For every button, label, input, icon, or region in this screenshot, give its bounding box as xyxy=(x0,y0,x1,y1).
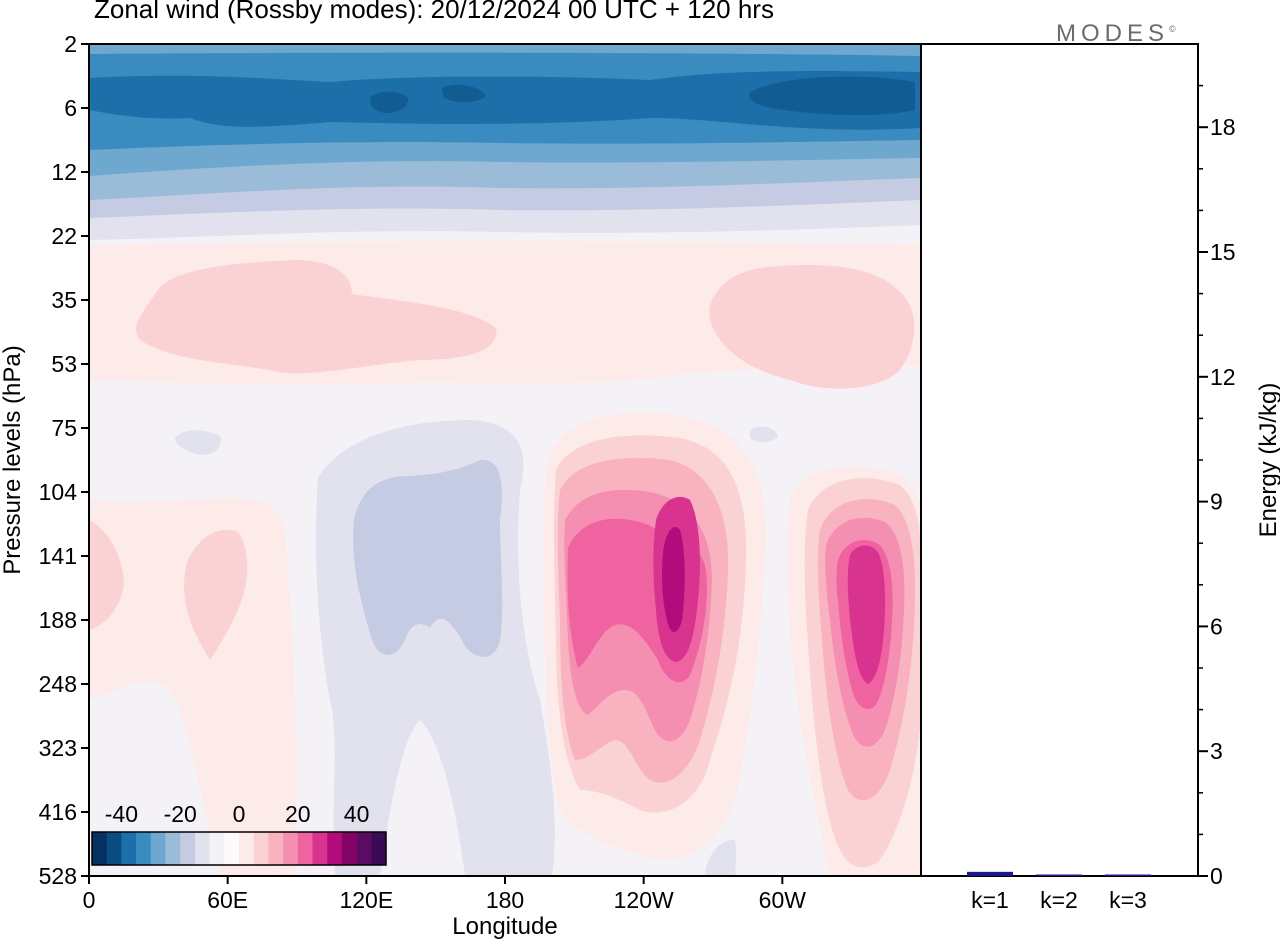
energy-tick-label: 15 xyxy=(1210,239,1236,265)
x-tick-label: 120E xyxy=(339,887,393,913)
colorbar-tick-label: 20 xyxy=(285,801,311,827)
contour-band-plus10-right xyxy=(709,265,915,389)
colorbar-swatch xyxy=(106,832,122,865)
energy-axis-label: Energy (kJ/kg) xyxy=(1255,383,1280,538)
zonal-wind-heatmap xyxy=(88,43,922,877)
colorbar-swatch xyxy=(297,832,313,865)
y-tick-label: 35 xyxy=(51,287,77,313)
x-tick-label: 180 xyxy=(486,887,524,913)
colorbar-swatch xyxy=(327,832,343,865)
colorbar-swatch xyxy=(180,832,196,865)
y-tick-label: 6 xyxy=(64,95,77,121)
energy-bar xyxy=(1105,874,1151,876)
y-tick-label: 141 xyxy=(39,543,77,569)
contour-band-minus10-trop xyxy=(353,459,503,657)
y-tick-label: 248 xyxy=(39,671,77,697)
colorbar-swatch xyxy=(209,832,225,865)
pressure-axis: 2 6 12 22 35 53 75 104 141 188 248 323 416 528 xyxy=(39,31,89,889)
x-axis-label: Longitude xyxy=(452,913,557,940)
energy-tick-label: 18 xyxy=(1210,114,1236,140)
contour-fill-layers xyxy=(89,44,921,876)
y-axis-label: Pressure levels (hPa) xyxy=(0,345,26,574)
y-tick-label: 416 xyxy=(39,799,77,825)
colorbar-swatch xyxy=(253,832,269,865)
colorbar-swatch xyxy=(312,832,328,865)
energy-tick-label: 3 xyxy=(1210,738,1223,764)
energy-bars: k=1 k=2 k=3 xyxy=(967,871,1151,913)
y-tick-label: 528 xyxy=(39,863,77,889)
energy-tick-label: 6 xyxy=(1210,613,1223,639)
colorbar-swatch xyxy=(224,832,240,865)
energy-bar xyxy=(1036,874,1082,876)
chart-title: Zonal wind (Rossby modes): 20/12/2024 00… xyxy=(94,0,774,24)
colorbar-swatch xyxy=(121,832,137,865)
y-tick-label: 75 xyxy=(51,415,77,441)
contour-band-minus35 xyxy=(370,76,916,116)
energy-category-label: k=3 xyxy=(1109,887,1147,913)
copyright-mark: © xyxy=(1169,24,1176,34)
energy-category-label: k=2 xyxy=(1040,887,1078,913)
colorbar-tick-label: 40 xyxy=(344,801,370,827)
colorbar-swatch xyxy=(283,832,299,865)
colorbar-swatch xyxy=(371,832,387,865)
x-tick-label: 60E xyxy=(207,887,248,913)
colorbar-swatch xyxy=(239,832,255,865)
energy-tick-label: 12 xyxy=(1210,364,1236,390)
energy-tick-label: 0 xyxy=(1210,863,1223,889)
contour-band-plus10-left xyxy=(136,260,497,374)
energy-axis: 0 3 6 9 12 15 18 xyxy=(1198,84,1236,889)
colorbar-tick-label: -40 xyxy=(105,801,138,827)
colorbar-tick-label: -20 xyxy=(164,801,197,827)
colorbar-swatch xyxy=(92,832,108,865)
contour-band-plus5-trop-left xyxy=(89,497,297,876)
colorbar-swatch xyxy=(150,832,166,865)
contour-band-minus30 xyxy=(89,70,921,130)
colorbar-tick-label: 0 xyxy=(233,801,246,827)
colorbar-frame xyxy=(91,831,387,866)
contour-band-plus30-jet2 xyxy=(847,545,886,684)
colorbar-swatch xyxy=(341,832,358,865)
energy-tick-label: 9 xyxy=(1210,489,1223,515)
energy-bar-panel: k=1 k=2 k=3 0 3 6 9 12 15 18 Energy (kJ/kg) xyxy=(920,43,1280,913)
x-tick-label: 0 xyxy=(83,887,96,913)
x-tick-label: 120W xyxy=(614,887,674,913)
y-tick-label: 53 xyxy=(51,351,77,377)
colorbar-swatch xyxy=(268,832,284,865)
longitude-axis: 0 60E 120E 180 120W 60W xyxy=(83,876,807,913)
modes-logo: MODES© xyxy=(1056,20,1176,48)
colorbar-swatch xyxy=(165,832,181,865)
y-tick-label: 2 xyxy=(64,31,77,57)
y-tick-label: 188 xyxy=(39,607,77,633)
colorbar: -40 -20 0 20 40 xyxy=(91,801,387,866)
energy-panel-frame xyxy=(920,43,1199,877)
y-tick-label: 12 xyxy=(51,159,77,185)
energy-category-label: k=1 xyxy=(971,887,1009,913)
energy-bar xyxy=(967,871,1013,876)
x-tick-label: 60W xyxy=(759,887,807,913)
colorbar-swatch xyxy=(194,832,211,865)
colorbar-swatch xyxy=(356,832,372,865)
colorbar-swatch xyxy=(136,832,152,865)
y-tick-label: 104 xyxy=(39,479,78,505)
contour-band-plus35-jet1 xyxy=(662,526,685,632)
y-tick-label: 323 xyxy=(39,735,77,761)
y-tick-label: 22 xyxy=(51,223,77,249)
logo-text: MODES xyxy=(1056,20,1170,47)
contour-band-plus10-trop-left xyxy=(89,520,248,660)
